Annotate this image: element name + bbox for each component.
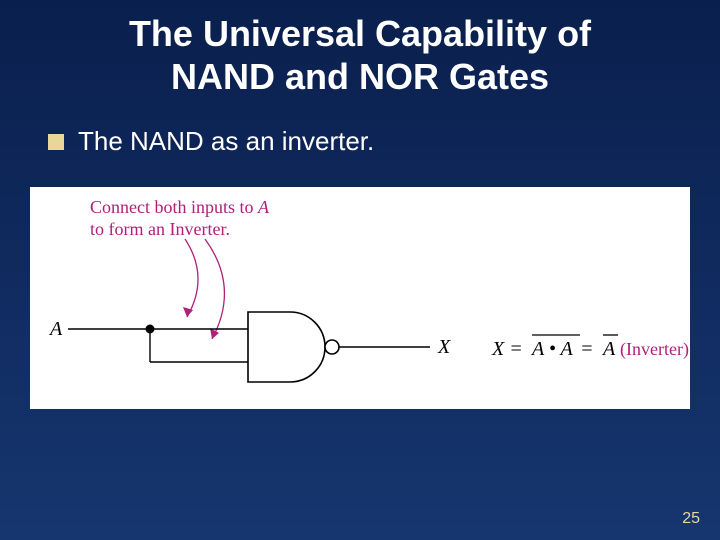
title-line-1: The Universal Capability of	[0, 12, 720, 55]
svg-text:A: A	[601, 338, 616, 360]
caption-line-1: Connect both inputs to A	[90, 197, 270, 217]
nand-gate-icon	[248, 312, 339, 382]
title-line-2: NAND and NOR Gates	[0, 55, 720, 98]
equation: X = A • A = A (Inverter)	[491, 335, 689, 360]
input-wires	[68, 325, 248, 362]
caption-arrows	[183, 239, 224, 339]
page-number: 25	[682, 510, 700, 528]
svg-text:(Inverter): (Inverter)	[620, 339, 689, 360]
caption-line-2: to form an Inverter.	[90, 219, 230, 239]
slide-title: The Universal Capability of NAND and NOR…	[0, 0, 720, 98]
svg-text:=: =	[580, 338, 594, 360]
svg-text:A • A: A • A	[530, 338, 573, 360]
svg-text:X =: X =	[491, 338, 523, 360]
bullet-text: The NAND as an inverter.	[78, 126, 374, 157]
output-label: X	[437, 336, 451, 358]
input-label: A	[48, 318, 63, 340]
bullet-square-icon	[48, 134, 64, 150]
bullet-item: The NAND as an inverter.	[48, 126, 720, 157]
diagram-panel: Connect both inputs to A to form an Inve…	[30, 187, 690, 409]
nand-inverter-diagram: Connect both inputs to A to form an Inve…	[30, 187, 690, 409]
